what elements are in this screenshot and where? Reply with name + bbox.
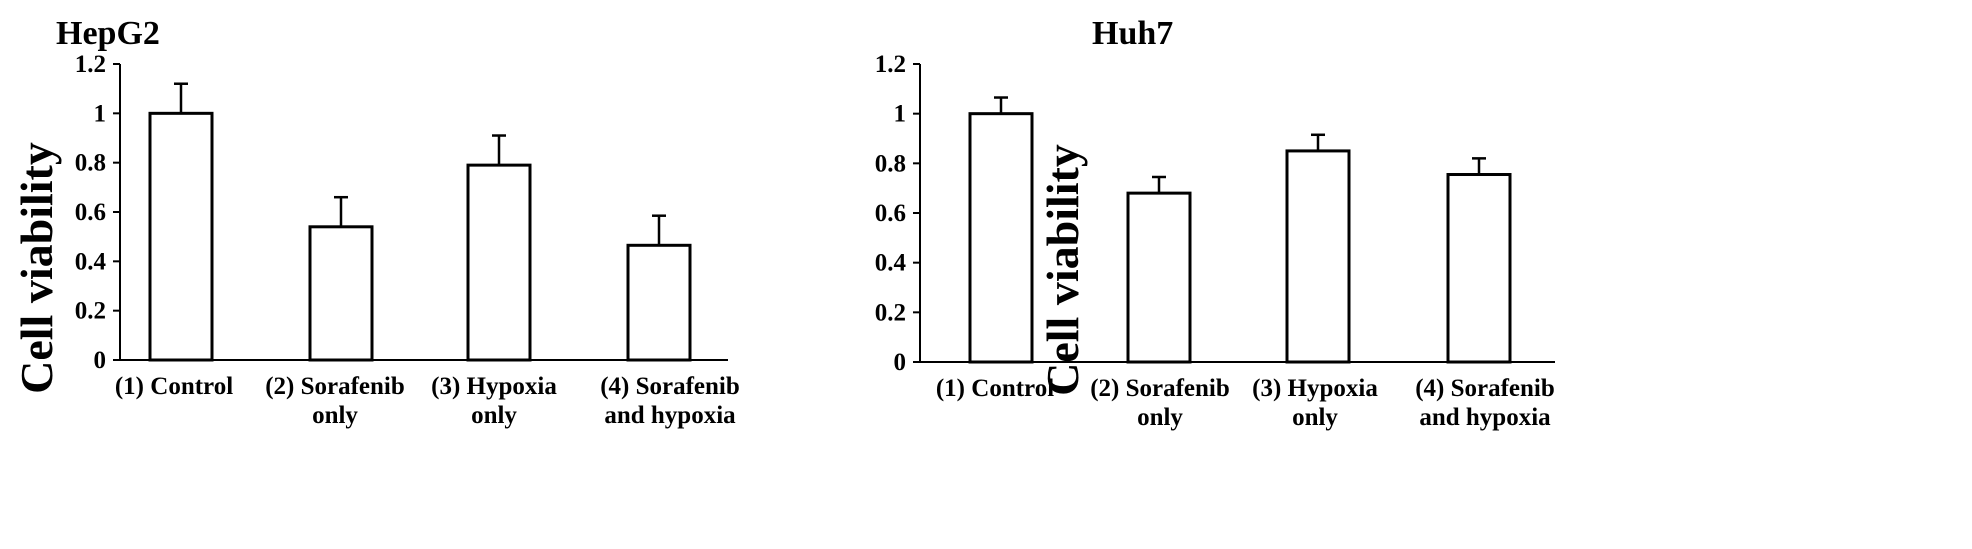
y-tick-label: 0 — [894, 349, 907, 376]
y-tick-label: 0.4 — [75, 248, 107, 275]
y-tick-label: 0.8 — [875, 150, 906, 177]
y-tick-label: 1.2 — [875, 51, 906, 78]
chart-title: HepG2 — [56, 15, 160, 52]
bar — [148, 111, 214, 362]
x-category-label: (2) Sorafenib — [265, 373, 405, 400]
y-tick-label: 1 — [94, 100, 107, 127]
x-category-label: only — [1137, 404, 1183, 431]
bar — [1285, 149, 1351, 364]
y-tick-label: 0.2 — [75, 298, 106, 325]
x-category-label: (3) Hypoxia — [1252, 375, 1378, 402]
bar — [1446, 173, 1512, 364]
x-category-label: and hypoxia — [1419, 404, 1551, 431]
bar — [1126, 191, 1192, 364]
chart-title: Huh7 — [1092, 15, 1173, 52]
y-tick-label: 0.6 — [875, 200, 906, 227]
bar — [308, 225, 374, 362]
y-tick-label: 0.2 — [875, 299, 906, 326]
y-tick-label: 0.8 — [75, 150, 106, 177]
y-tick-label: 0.6 — [75, 199, 106, 226]
x-category-label: (4) Sorafenib — [1415, 375, 1555, 402]
chart-panel-huh7: Huh7 Cell viability 0 0.2 0.4 0.6 0.8 1 1.2 (1)… — [875, 15, 1555, 431]
x-category-label: only — [1292, 404, 1338, 431]
y-tick-label: 1.2 — [75, 51, 106, 78]
chart-panel-hepg2: HepG2 Cell viability 0 0.2 0.4 0.6 0.8 1 1.2 (1… — [11, 15, 740, 429]
x-category-label: (1) Control — [936, 375, 1054, 402]
x-category-label: only — [312, 402, 358, 429]
x-category-label: (1) Control — [115, 373, 233, 400]
y-tick-label: 0 — [94, 347, 107, 374]
x-category-label: (4) Sorafenib — [600, 373, 740, 400]
y-axis-label: Cell viability — [1037, 144, 1088, 396]
x-category-label: only — [471, 402, 517, 429]
x-category-label: (3) Hypoxia — [431, 373, 557, 400]
bar — [626, 243, 692, 362]
y-tick-label: 1 — [894, 101, 907, 128]
y-tick-label: 0.4 — [875, 250, 907, 277]
bar — [466, 163, 532, 362]
x-category-label: and hypoxia — [604, 402, 736, 429]
bar — [968, 112, 1034, 364]
y-axis-label: Cell viability — [11, 142, 62, 394]
x-category-label: (2) Sorafenib — [1090, 375, 1230, 402]
